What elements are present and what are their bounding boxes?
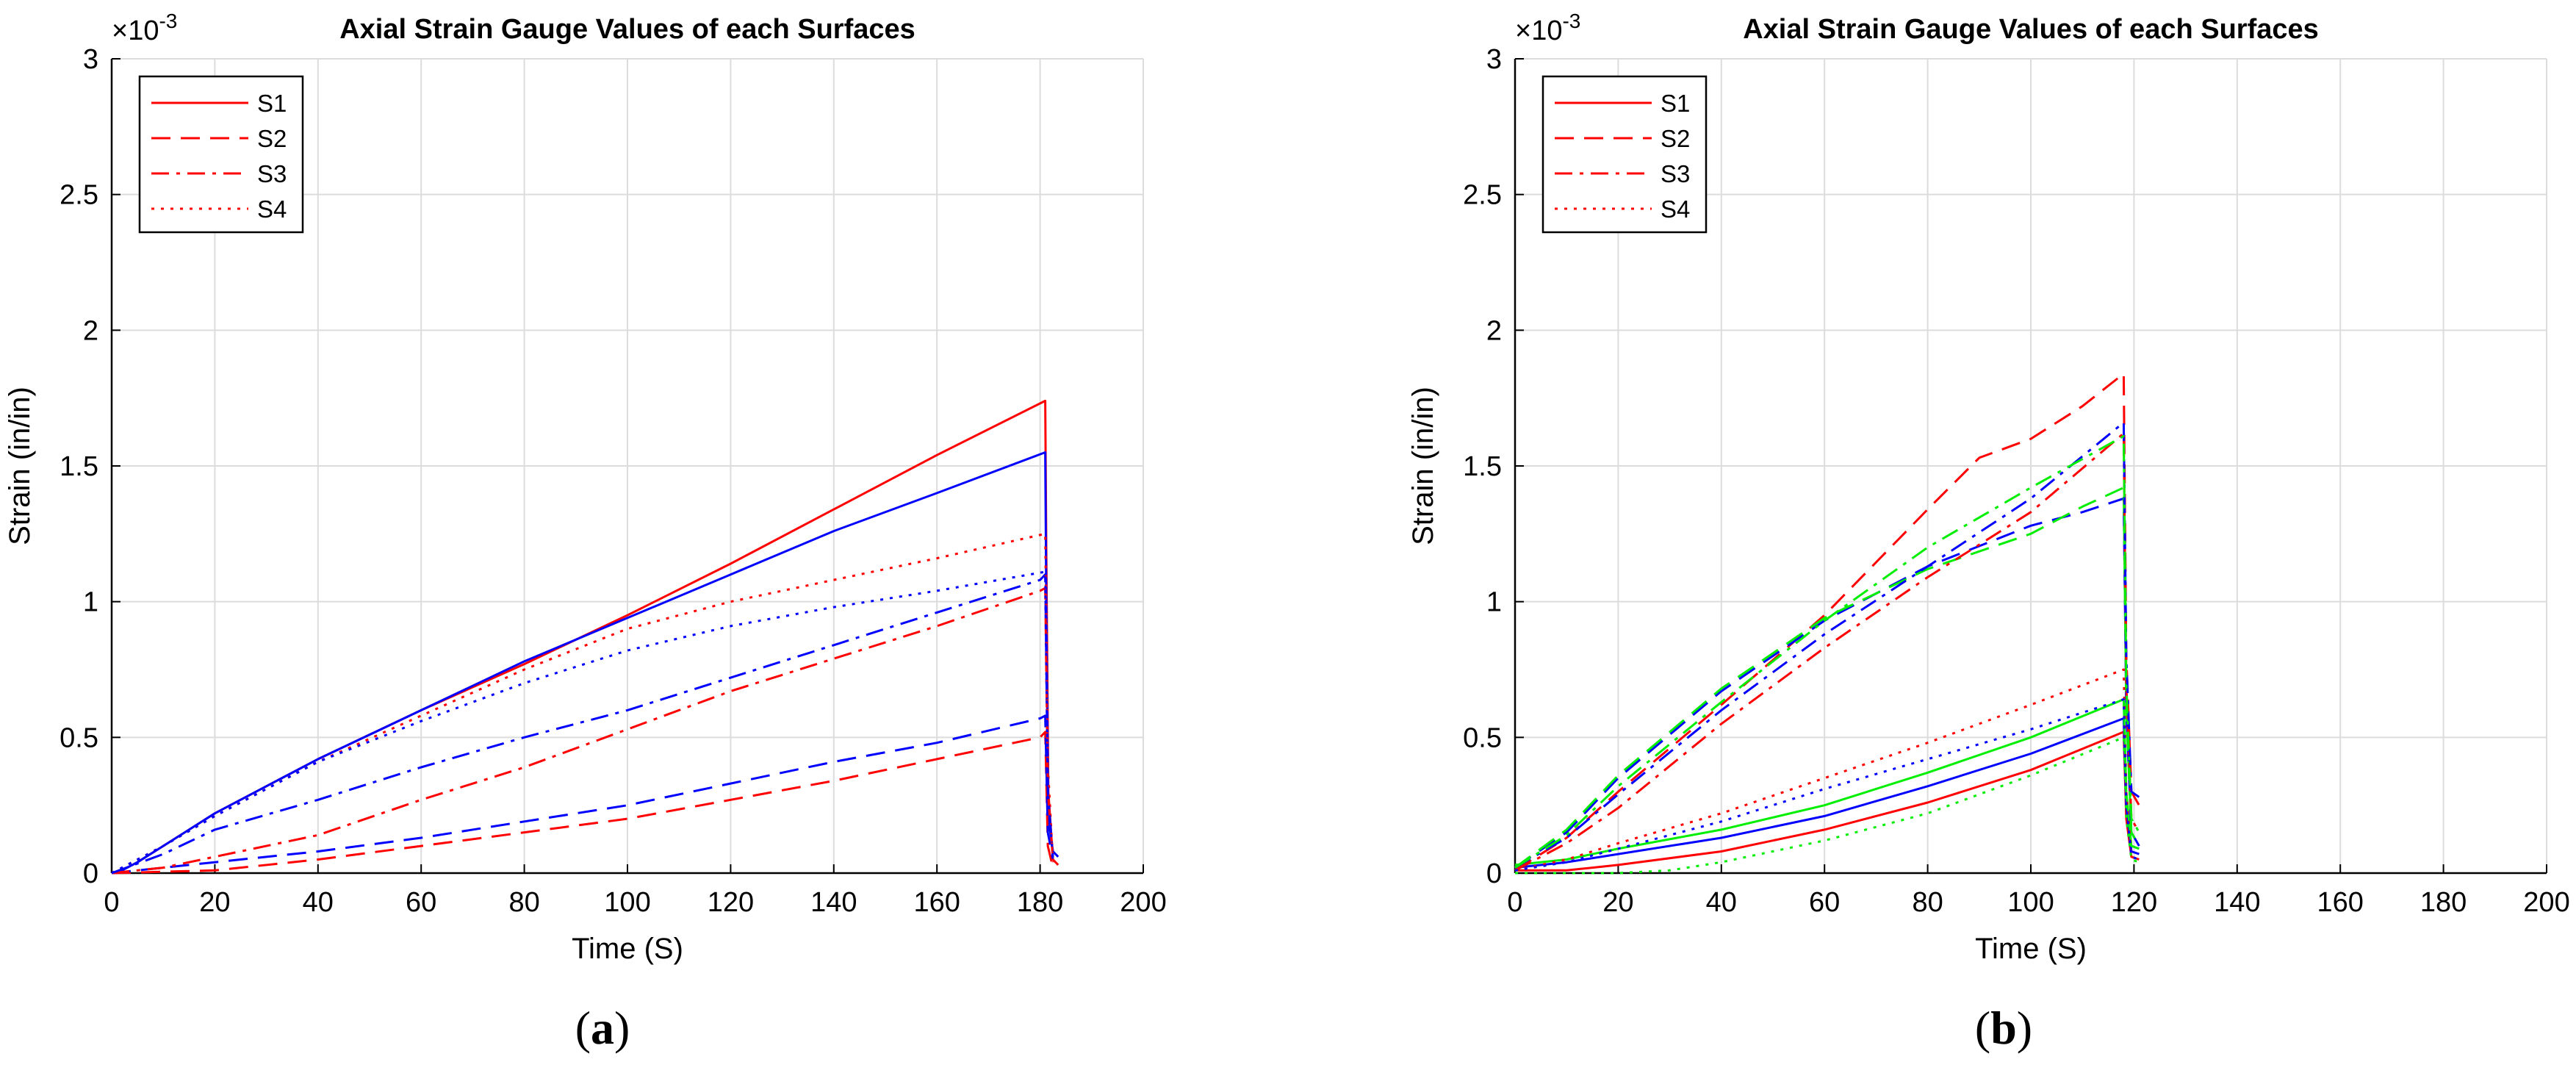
x-tick-label: 180 bbox=[2420, 887, 2467, 918]
x-axis-label: Time (S) bbox=[1975, 933, 2087, 965]
x-tick-label: 0 bbox=[1507, 887, 1522, 918]
chart-panel-b: 0 20 40 60 80 100 120 140 160 180 200 0 0.5 1 1.5 2 2.5 3… bbox=[1407, 10, 2570, 1054]
y-tick-label: 0 bbox=[83, 858, 98, 889]
y-tick-label: 3 bbox=[1486, 44, 1502, 75]
y-tick-label: 1.5 bbox=[1463, 451, 1502, 482]
x-tick-label: 120 bbox=[708, 887, 754, 918]
y-tick-label: 1.5 bbox=[60, 451, 98, 482]
x-tick-label: 200 bbox=[2523, 887, 2569, 918]
x-tick-label: 20 bbox=[199, 887, 230, 918]
legend-label: S2 bbox=[257, 125, 287, 152]
x-tick-label: 20 bbox=[1602, 887, 1633, 918]
legend-label: S4 bbox=[1661, 195, 1690, 223]
y-tick-label: 3 bbox=[83, 44, 98, 75]
series-group bbox=[1514, 372, 2140, 875]
x-tick-label: 120 bbox=[2111, 887, 2157, 918]
series-line-s3-green bbox=[1514, 434, 2140, 869]
y-tick-label: 2.5 bbox=[1463, 180, 1502, 211]
x-tick-label: 80 bbox=[508, 887, 539, 918]
series-line-s2-red bbox=[111, 731, 1054, 875]
y-tick-label: 2.5 bbox=[60, 180, 98, 211]
x-tick-label: 140 bbox=[810, 887, 857, 918]
y-tick-label: 0 bbox=[1486, 858, 1502, 889]
x-tick-label: 160 bbox=[913, 887, 960, 918]
panel-caption: (b) bbox=[1975, 1002, 2032, 1054]
y-tick-label: 1 bbox=[1486, 587, 1502, 618]
x-tick-label: 60 bbox=[406, 887, 436, 918]
series-line-s2-green bbox=[1514, 487, 2140, 869]
y-axis-label: Strain (in/in) bbox=[1407, 387, 1439, 545]
y-tick-label: 2 bbox=[1486, 315, 1502, 346]
y-tick-label: 2 bbox=[83, 315, 98, 346]
y-tick-label: 0.5 bbox=[1463, 722, 1502, 753]
legend-label: S2 bbox=[1661, 125, 1690, 152]
series-line-s4-blue bbox=[1514, 698, 2140, 872]
legend-label: S1 bbox=[257, 90, 287, 117]
series-line-s2-blue bbox=[111, 714, 1054, 875]
panel-caption-letter: a bbox=[591, 1002, 614, 1054]
legend-label: S3 bbox=[257, 160, 287, 187]
chart-title: Axial Strain Gauge Values of each Surfac… bbox=[339, 14, 915, 45]
x-tick-label: 40 bbox=[1706, 887, 1737, 918]
legend: S1 S2 S3 S4 bbox=[138, 75, 304, 234]
x-tick-label: 60 bbox=[1809, 887, 1840, 918]
y-axis-label: Strain (in/in) bbox=[4, 387, 36, 545]
y-tick-label: 0.5 bbox=[60, 722, 98, 753]
x-tick-label: 180 bbox=[1017, 887, 1063, 918]
x-tick-label: 40 bbox=[303, 887, 334, 918]
panel-caption-letter: b bbox=[1990, 1002, 2017, 1054]
x-tick-label: 160 bbox=[2317, 887, 2363, 918]
y-multiplier-exponent: -3 bbox=[1562, 10, 1580, 32]
series-line-s4-blue bbox=[111, 570, 1054, 875]
x-tick-label: 80 bbox=[1912, 887, 1943, 918]
x-tick-label: 140 bbox=[2214, 887, 2260, 918]
legend-label: S3 bbox=[1661, 160, 1690, 187]
y-tick-label: 1 bbox=[83, 587, 98, 618]
x-axis-label: Time (S) bbox=[572, 933, 683, 965]
series-line-s3-blue bbox=[111, 573, 1054, 875]
chart-title: Axial Strain Gauge Values of each Surfac… bbox=[1743, 14, 2319, 45]
chart-panel-a: 0 20 40 60 80 100 120 140 160 180 200 0 0.5 1 1.5 2 2.5 3… bbox=[4, 10, 1167, 1054]
panel-caption: (a) bbox=[575, 1002, 630, 1054]
x-tick-label: 0 bbox=[104, 887, 119, 918]
y-multiplier-label: ×10-3 bbox=[112, 10, 177, 46]
y-multiplier-exponent: -3 bbox=[159, 10, 177, 32]
x-tick-label: 100 bbox=[604, 887, 650, 918]
x-tick-label: 200 bbox=[1120, 887, 1166, 918]
series-group bbox=[111, 399, 1059, 875]
legend-label: S1 bbox=[1661, 90, 1690, 117]
series-line-s4-green bbox=[1515, 736, 2140, 875]
legend: S1 S2 S3 S4 bbox=[1541, 75, 1708, 234]
y-multiplier-label: ×10-3 bbox=[1515, 10, 1580, 46]
legend-label: S4 bbox=[257, 195, 287, 223]
x-tick-label: 100 bbox=[2007, 887, 2054, 918]
